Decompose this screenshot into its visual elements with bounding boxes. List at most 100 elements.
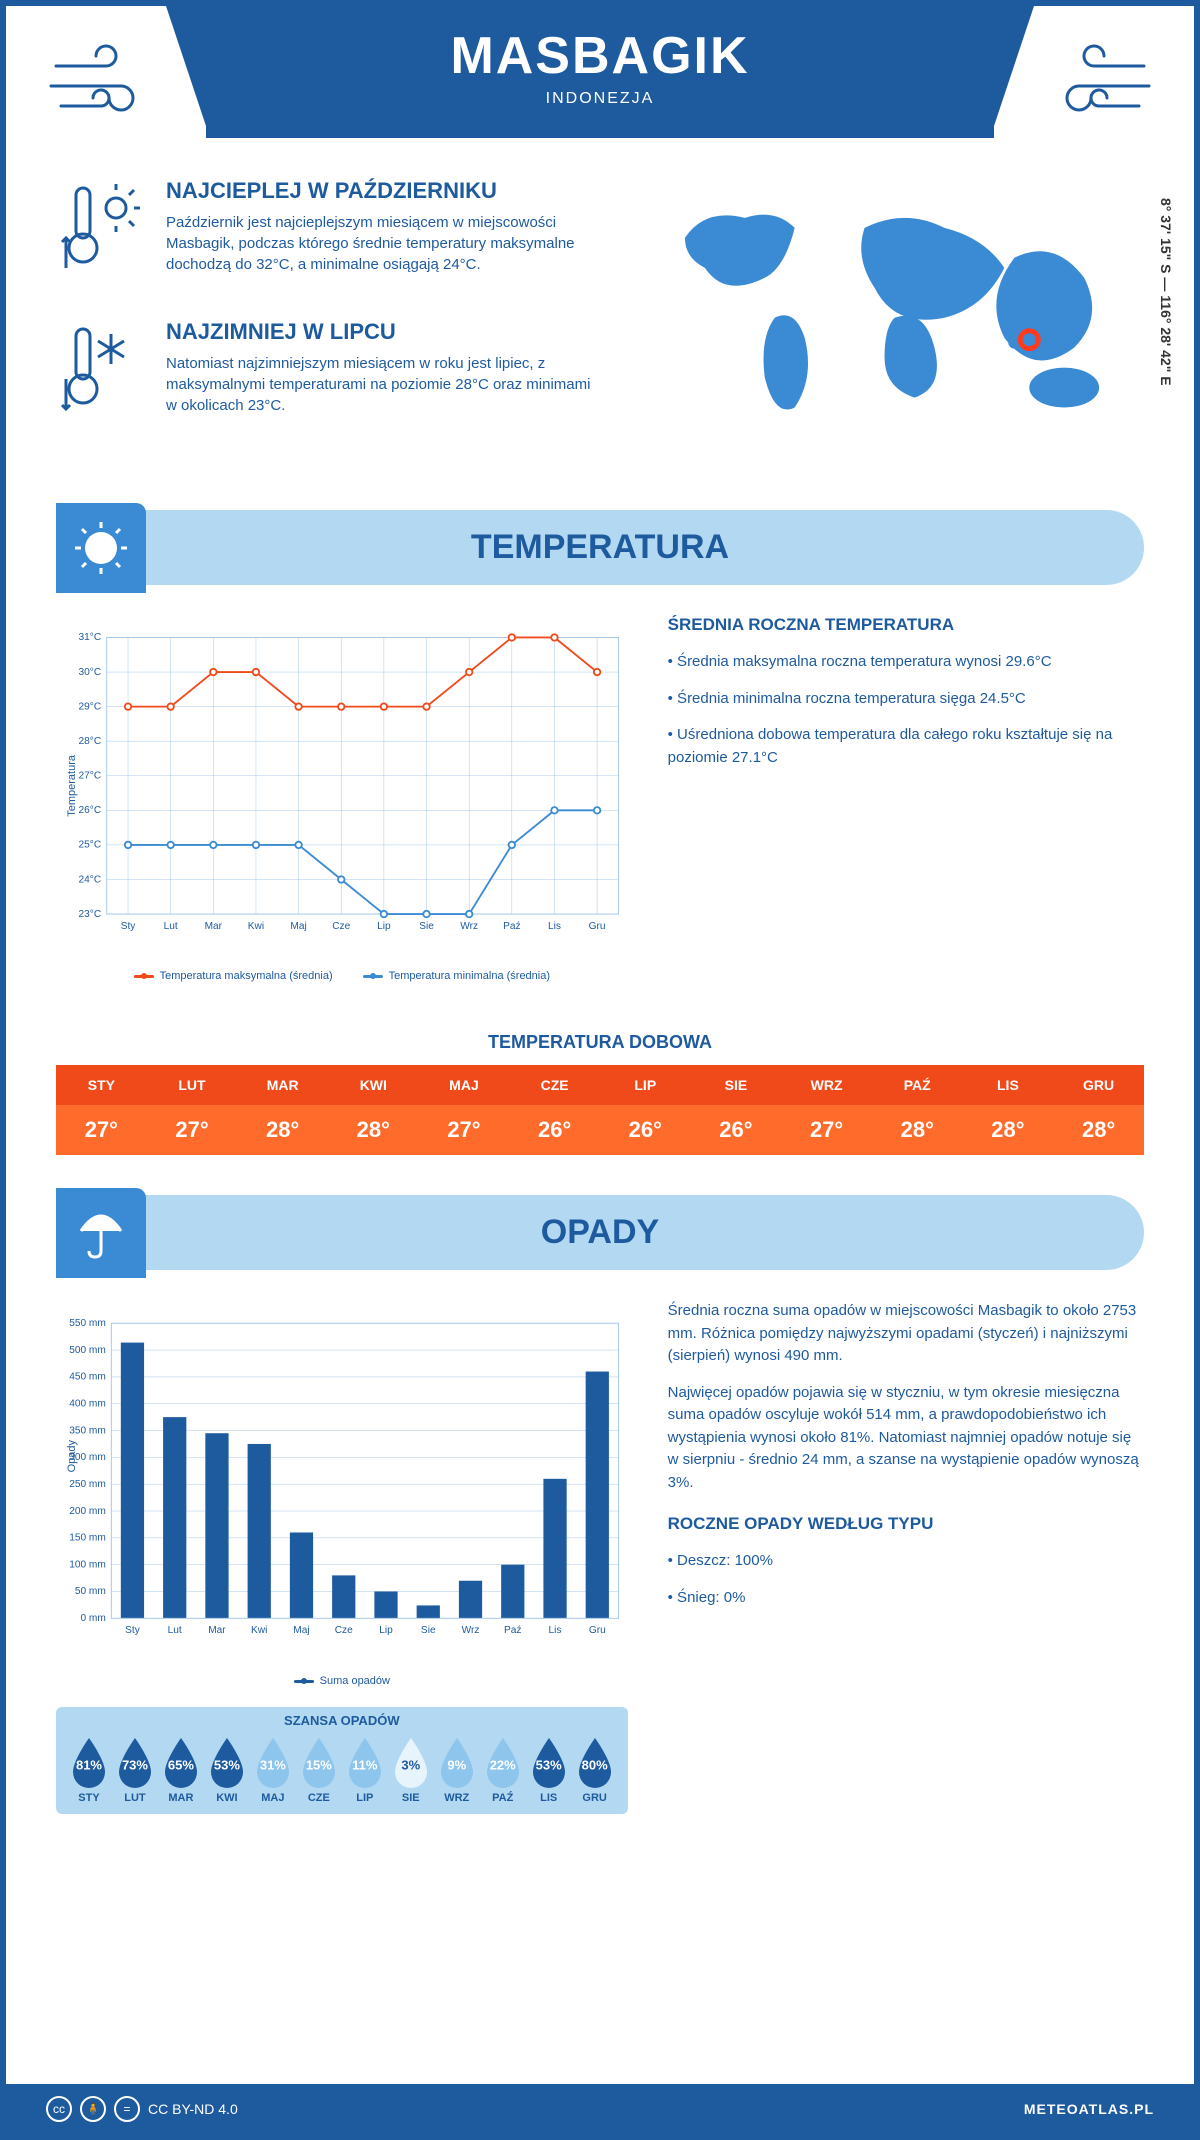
chance-title: SZANSA OPADÓW <box>66 1713 618 1728</box>
cc-icon: cc <box>46 2096 72 2122</box>
chance-drop: 73% LUT <box>113 1736 157 1804</box>
thermometer-sun-icon <box>56 178 146 289</box>
world-map <box>645 178 1144 438</box>
svg-text:0 mm: 0 mm <box>80 1613 105 1624</box>
svg-text:250 mm: 250 mm <box>69 1479 106 1490</box>
table-header: LIP <box>600 1065 691 1105</box>
chance-percent: 9% <box>447 1757 466 1772</box>
table-cell: 27° <box>56 1105 147 1155</box>
section-title: TEMPERATURA <box>471 528 729 566</box>
table-header: GRU <box>1053 1065 1144 1105</box>
svg-text:30°C: 30°C <box>79 667 102 678</box>
svg-text:Kwi: Kwi <box>251 1625 267 1636</box>
chance-percent: 80% <box>582 1757 608 1772</box>
table-header: SIE <box>691 1065 782 1105</box>
precip-type-heading: ROCZNE OPADY WEDŁUG TYPU <box>668 1514 1144 1534</box>
precip-paragraph: Średnia roczna suma opadów w miejscowośc… <box>668 1300 1144 1368</box>
svg-text:Sty: Sty <box>121 921 137 932</box>
warmest-text: Październik jest najcieplejszym miesiące… <box>166 212 605 275</box>
chance-month: SIE <box>389 1792 433 1804</box>
y-axis-label: Opady <box>66 1440 78 1472</box>
svg-text:31°C: 31°C <box>79 632 102 643</box>
table-header: WRZ <box>781 1065 872 1105</box>
svg-text:Maj: Maj <box>290 921 306 932</box>
daily-temp-title: TEMPERATURA DOBOWA <box>6 1032 1194 1053</box>
svg-text:100 mm: 100 mm <box>69 1559 106 1570</box>
chance-month: PAŹ <box>481 1792 525 1804</box>
header-banner: MASBAGIK INDONEZJA <box>206 6 994 138</box>
chance-drop: 22% PAŹ <box>481 1736 525 1804</box>
legend-max: Temperatura maksymalna (średnia) <box>160 970 333 982</box>
chance-percent: 65% <box>168 1757 194 1772</box>
chance-percent: 53% <box>214 1757 240 1772</box>
chance-month: LIP <box>343 1792 387 1804</box>
thermometer-snow-icon <box>56 319 146 430</box>
chance-month: MAR <box>159 1792 203 1804</box>
precipitation-chance-band: SZANSA OPADÓW 81% STY 73% LUT 65 <box>56 1707 628 1814</box>
svg-text:Lis: Lis <box>548 921 561 932</box>
svg-text:Lip: Lip <box>377 921 391 932</box>
svg-text:Sie: Sie <box>419 921 434 932</box>
svg-text:350 mm: 350 mm <box>69 1425 106 1436</box>
chance-drop: 53% LIS <box>527 1736 571 1804</box>
chance-percent: 73% <box>122 1757 148 1772</box>
table-cell: 26° <box>691 1105 782 1155</box>
chance-drop: 15% CZE <box>297 1736 341 1804</box>
sun-icon <box>56 503 146 593</box>
summary-bullet: • Średnia maksymalna roczna temperatura … <box>668 651 1144 674</box>
summary-bullet: • Średnia minimalna roczna temperatura s… <box>668 688 1144 711</box>
svg-text:28°C: 28°C <box>79 736 102 747</box>
chance-percent: 15% <box>306 1757 332 1772</box>
table-cell: 28° <box>872 1105 963 1155</box>
svg-text:Gru: Gru <box>589 1625 606 1636</box>
svg-text:26°C: 26°C <box>79 805 102 816</box>
table-header: KWI <box>328 1065 419 1105</box>
chance-drop: 11% LIP <box>343 1736 387 1804</box>
chance-drop: 31% MAJ <box>251 1736 295 1804</box>
umbrella-icon <box>56 1188 146 1278</box>
svg-text:450 mm: 450 mm <box>69 1372 106 1383</box>
svg-text:Sty: Sty <box>125 1625 141 1636</box>
svg-text:Maj: Maj <box>293 1625 309 1636</box>
chance-drop: 9% WRZ <box>435 1736 479 1804</box>
coldest-block: NAJZIMNIEJ W LIPCU Natomiast najzimniejs… <box>56 319 605 430</box>
chance-month: LIS <box>527 1792 571 1804</box>
coldest-text: Natomiast najzimniejszym miesiącem w rok… <box>166 353 605 416</box>
city-name: MASBAGIK <box>246 26 954 86</box>
table-header: MAR <box>237 1065 328 1105</box>
coldest-title: NAJZIMNIEJ W LIPCU <box>166 319 605 345</box>
table-header: CZE <box>509 1065 600 1105</box>
precipitation-section-header: OPADY <box>56 1195 1144 1270</box>
svg-text:29°C: 29°C <box>79 701 102 712</box>
svg-text:Lut: Lut <box>164 921 178 932</box>
chance-percent: 31% <box>260 1757 286 1772</box>
chance-drop: 65% MAR <box>159 1736 203 1804</box>
warmest-title: NAJCIEPLEJ W PAŹDZIERNIKU <box>166 178 605 204</box>
svg-text:Lut: Lut <box>168 1625 182 1636</box>
table-cell: 28° <box>237 1105 328 1155</box>
footer: cc 🧍 = CC BY-ND 4.0 METEOATLAS.PL <box>6 2084 1194 2134</box>
precip-paragraph: Najwięcej opadów pojawia się w styczniu,… <box>668 1382 1144 1495</box>
warmest-block: NAJCIEPLEJ W PAŹDZIERNIKU Październik je… <box>56 178 605 289</box>
chance-month: MAJ <box>251 1792 295 1804</box>
wind-decoration-icon <box>46 36 166 140</box>
svg-text:Cze: Cze <box>335 1625 353 1636</box>
svg-text:Mar: Mar <box>205 921 223 932</box>
table-header: LIS <box>963 1065 1054 1105</box>
section-title: OPADY <box>541 1213 659 1251</box>
svg-text:Paź: Paź <box>503 921 520 932</box>
table-cell: 27° <box>147 1105 238 1155</box>
legend-precip: Suma opadów <box>320 1675 390 1687</box>
svg-text:Lip: Lip <box>379 1625 393 1636</box>
wind-decoration-icon <box>1034 36 1154 140</box>
svg-text:500 mm: 500 mm <box>69 1345 106 1356</box>
table-cell: 27° <box>419 1105 510 1155</box>
svg-text:23°C: 23°C <box>79 909 102 920</box>
svg-text:400 mm: 400 mm <box>69 1398 106 1409</box>
table-cell: 26° <box>600 1105 691 1155</box>
chance-month: WRZ <box>435 1792 479 1804</box>
svg-text:Sie: Sie <box>421 1625 436 1636</box>
chart-legend: Suma opadów <box>56 1675 628 1687</box>
summary-bullet: • Uśredniona dobowa temperatura dla całe… <box>668 724 1144 769</box>
svg-text:Wrz: Wrz <box>462 1625 480 1636</box>
